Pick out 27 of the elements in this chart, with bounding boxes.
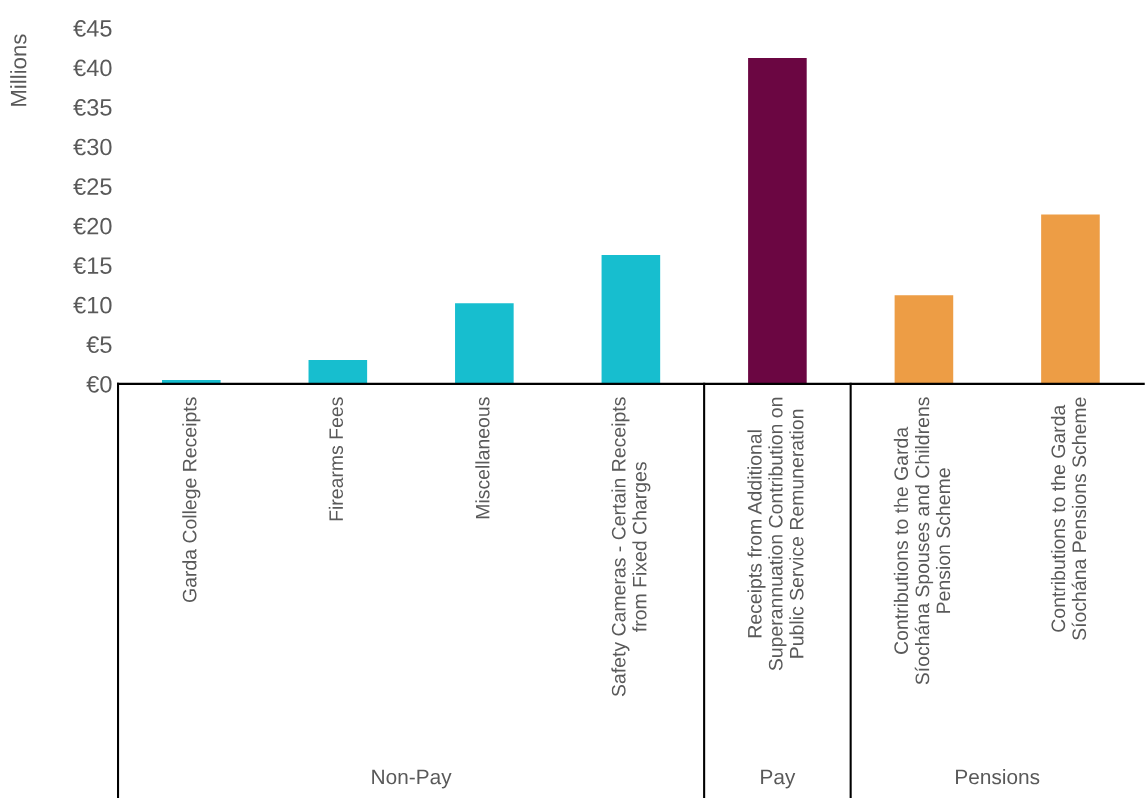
bar bbox=[1041, 214, 1100, 384]
x-tick-label: Miscellaneous bbox=[475, 397, 490, 519]
x-tick-label: Receipts from Additional Superannuation Contribution on Public Service Remuneration bbox=[747, 397, 804, 671]
y-tick-label: €25 bbox=[73, 178, 112, 195]
bar bbox=[601, 254, 661, 384]
y-tick-label: €10 bbox=[73, 296, 112, 314]
y-tick-label: €20 bbox=[73, 217, 112, 235]
text: Pensions bbox=[956, 769, 1040, 785]
y-tick-label: €40 bbox=[73, 59, 112, 77]
bar bbox=[308, 360, 368, 384]
y-tick-label: €45 bbox=[73, 20, 112, 37]
text: Pay bbox=[761, 769, 796, 789]
x-tick-label: Contributions to the Garda Síochána Spouses and Childrens Pension Scheme bbox=[893, 397, 951, 685]
x-tick-label: Contributions to the Garda Síochána Pensions Scheme bbox=[1050, 397, 1087, 640]
text: Non-Pay bbox=[372, 769, 452, 789]
bar bbox=[455, 303, 514, 384]
y-tick-label: €30 bbox=[73, 138, 112, 156]
y-tick-label: €35 bbox=[73, 99, 112, 116]
bar bbox=[894, 295, 954, 384]
x-tick-label: Firearms Fees bbox=[328, 397, 344, 521]
y-tick-label: €5 bbox=[86, 336, 112, 354]
x-tick-label: Safety Cameras - Certain Receipts from Fixed Charges bbox=[611, 397, 651, 697]
y-axis-title: Millions bbox=[10, 34, 27, 106]
y-tick-label: €15 bbox=[73, 257, 112, 274]
bar bbox=[748, 57, 807, 384]
x-tick-label: Garda College Receipts bbox=[182, 397, 201, 603]
y-tick-label: €0 bbox=[86, 375, 112, 393]
